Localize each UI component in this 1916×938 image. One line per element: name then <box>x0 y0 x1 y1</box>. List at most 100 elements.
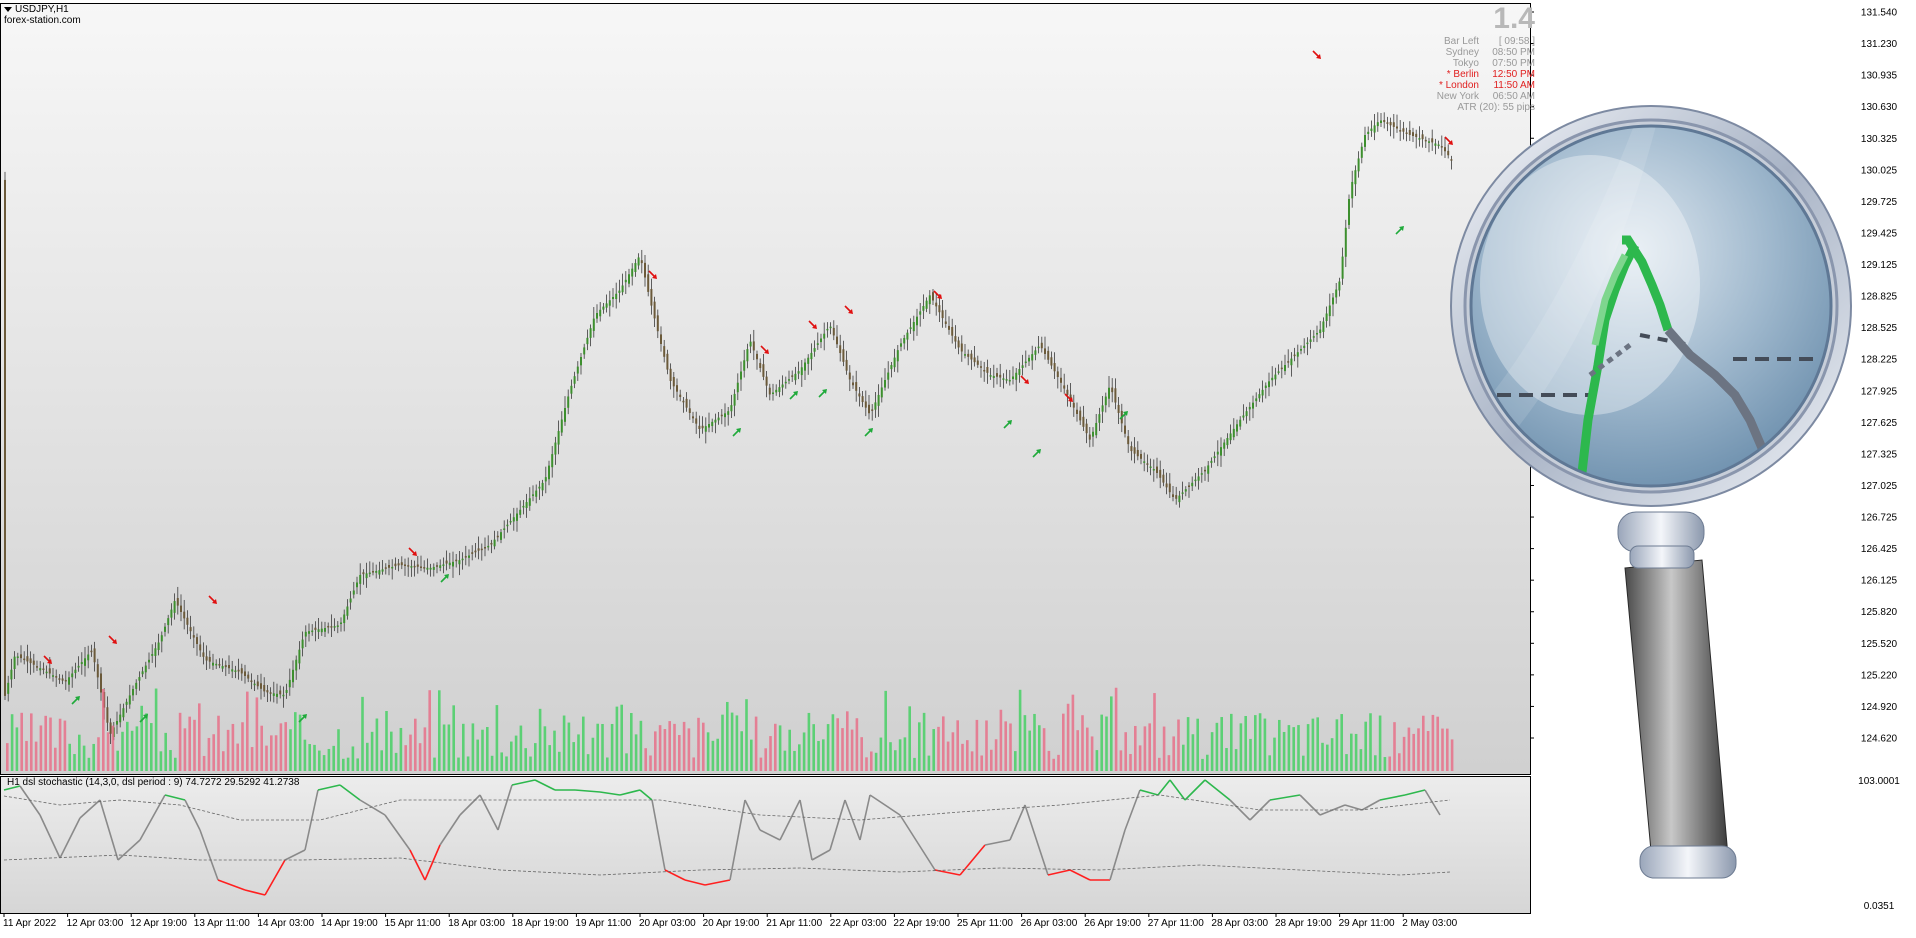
lens-dotted-segment <box>1588 343 1632 377</box>
candle-body <box>74 669 77 674</box>
volume-bar <box>586 754 590 771</box>
candle-body <box>189 627 192 632</box>
indicator-axis-top: 103.0001 <box>1858 776 1900 787</box>
volume-bar <box>279 723 283 771</box>
stochastic-line-segment <box>339 784 361 801</box>
stochastic-line-segment <box>859 794 871 841</box>
time-tick-label: 28 Apr 19:00 <box>1275 918 1332 929</box>
candle-body <box>1181 492 1184 494</box>
chart-symbol-title[interactable]: USDJPY,H1 <box>4 4 69 15</box>
volume-bar <box>1196 718 1199 771</box>
candle-body <box>596 313 598 319</box>
volume-bar <box>1450 739 1454 771</box>
volume-bar <box>745 699 748 771</box>
candle-body <box>416 564 419 567</box>
candle-body <box>314 627 317 630</box>
dropdown-triangle-icon[interactable] <box>4 6 12 12</box>
volume-bar <box>687 728 691 771</box>
volume-bar <box>370 731 374 771</box>
candle-body <box>1034 350 1037 355</box>
volume-bar <box>298 714 302 771</box>
candle-body <box>55 676 58 678</box>
candle-body <box>951 327 954 336</box>
volume-bar <box>154 688 158 771</box>
candle-body <box>615 293 618 300</box>
candle-body <box>1412 132 1414 136</box>
volume-bar <box>1374 755 1377 771</box>
candle-body <box>208 656 211 662</box>
candle-body <box>874 402 877 410</box>
volume-bar <box>15 727 19 771</box>
volume-bar <box>894 750 897 771</box>
time-tick-label: 18 Apr 19:00 <box>512 918 569 929</box>
candle-body <box>36 666 38 668</box>
volume-bar <box>145 713 148 771</box>
stochastic-line-segment <box>1299 794 1321 816</box>
candle-body <box>452 561 454 567</box>
volume-bar <box>159 751 163 771</box>
lens-edge <box>1469 124 1833 488</box>
volume-bar <box>538 708 542 771</box>
candle-body <box>324 628 326 632</box>
stochastic-line-segment <box>779 799 801 841</box>
candle-body <box>1316 333 1318 335</box>
candle-body <box>349 598 352 603</box>
candle-body <box>586 337 589 345</box>
candle-body <box>128 695 131 705</box>
candle-body <box>973 357 976 363</box>
volume-bar <box>1412 733 1415 771</box>
price-tick-label: 128.825 <box>1861 292 1898 303</box>
volume-bar <box>73 754 76 771</box>
volume-bar <box>793 750 796 771</box>
dsl-upper-level <box>3 794 1451 821</box>
indicator-axis-bottom: 0.0351 <box>1864 901 1895 912</box>
stochastic-line-segment <box>1069 869 1091 881</box>
candle-body <box>84 658 86 666</box>
time-tick-label: 11 Apr 2022 <box>3 918 57 929</box>
volume-bar <box>937 726 940 771</box>
volume-bar <box>1182 744 1185 771</box>
candle-body <box>1143 461 1146 463</box>
candle-body <box>1303 345 1306 348</box>
volume-bar <box>990 749 993 771</box>
time-tick-label: 21 Apr 11:00 <box>766 918 822 929</box>
candle-body <box>1360 146 1363 158</box>
stochastic-line-segment <box>684 879 706 886</box>
volume-bar <box>798 744 801 771</box>
candle-body <box>864 401 867 408</box>
candle-body <box>154 648 157 656</box>
session-value: [ 09:58 ] <box>1498 36 1535 47</box>
volume-bar <box>702 722 705 771</box>
candle-body <box>900 343 902 347</box>
volume-bar <box>1062 713 1065 771</box>
candle-body <box>701 425 704 429</box>
lens-glare <box>1480 155 1700 415</box>
candle-body <box>1024 361 1027 364</box>
volume-bar <box>97 737 100 771</box>
stochastic-line-segment <box>1047 869 1071 876</box>
volume-bar <box>1134 725 1137 771</box>
candle-body <box>730 405 733 412</box>
volume-bar <box>1398 753 1401 771</box>
volume-bar <box>505 756 508 771</box>
stochastic-line-segment <box>534 779 556 791</box>
candle-body <box>1076 409 1078 414</box>
candle-body <box>823 333 826 339</box>
candle-body <box>237 669 240 672</box>
candle-body <box>1309 339 1312 342</box>
candle-body <box>125 701 128 705</box>
candle-body <box>695 418 698 424</box>
candle-body <box>308 631 310 634</box>
volume-bar <box>774 723 777 771</box>
candle-body <box>644 262 646 278</box>
candle-body <box>512 517 515 522</box>
stochastic-layer <box>3 779 1451 896</box>
volume-bar <box>54 747 57 771</box>
candle-body <box>80 662 83 665</box>
volume-bar <box>562 715 566 771</box>
stochastic-line-segment <box>599 791 621 796</box>
session-value: 11:50 AM <box>1493 80 1535 91</box>
candle-body <box>266 690 269 693</box>
volume-bar <box>985 720 988 771</box>
